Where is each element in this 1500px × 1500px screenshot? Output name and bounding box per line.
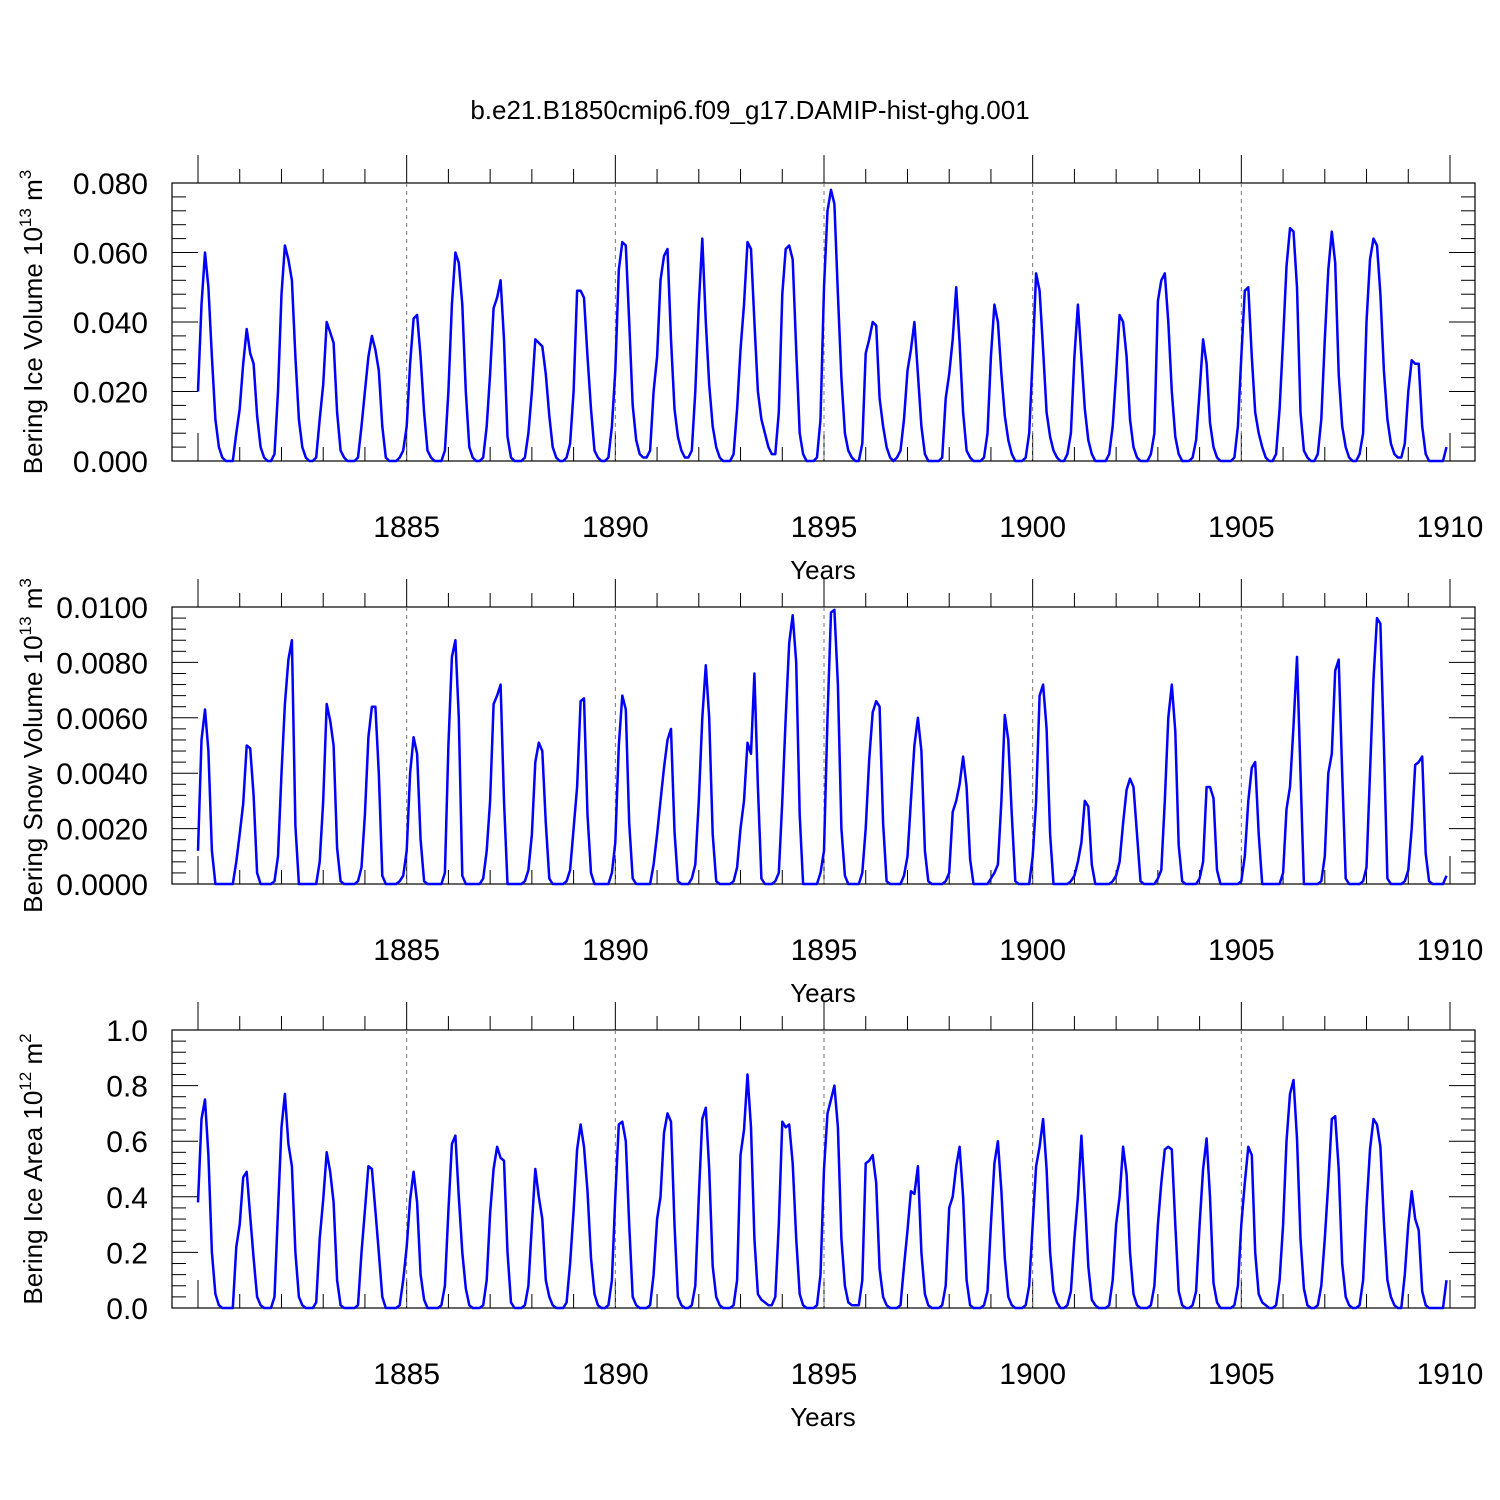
x-tick-label: 1890 [582,511,649,544]
y-tick-label: 0.0000 [56,869,148,902]
x-tick-label: 1895 [791,1358,858,1391]
x-tick-label: 1885 [373,1358,440,1391]
y-axis-label-text: Bering Ice Area 10 [18,1091,48,1305]
x-axis-label: Years [790,555,856,585]
y-tick-label: 0.4 [106,1182,148,1215]
x-tick-label: 1890 [582,934,649,967]
x-tick-label: 1895 [791,511,858,544]
y-axis-label: Bering Ice Volume 1013 m3 [16,170,48,474]
x-tick-label: 1885 [373,511,440,544]
series-line [196,188,1448,463]
y-tick-label: 0.2 [106,1237,148,1270]
y-axis-label-unit: m [18,588,48,617]
y-axis-label-text: Bering Ice Volume 10 [18,227,48,474]
x-tick-label: 1910 [1417,1358,1484,1391]
figure-title: b.e21.B1850cmip6.f09_g17.DAMIP-hist-ghg.… [470,95,1029,125]
y-axis-label: Bering Snow Volume 1013 m3 [16,578,48,913]
x-tick-label: 1905 [1208,1358,1275,1391]
y-tick-label: 0.020 [73,377,148,410]
y-tick-label: 0.6 [106,1126,148,1159]
y-axis-label-exponent: 13 [16,208,35,227]
x-tick-label: 1890 [582,1358,649,1391]
y-axis-label-exponent: 12 [16,1072,35,1091]
y-axis-label-unit-exponent: 3 [16,578,35,587]
x-tick-label: 1900 [999,934,1066,967]
panel-ice-area: 1885 1890 1895 1900 1905 1910 0.0 0.2 0.4 0.6 0.8 1… [16,1002,1483,1432]
y-tick-label: 0.060 [73,238,148,271]
x-tick-label: 1900 [999,1358,1066,1391]
x-axis-label: Years [790,1402,856,1432]
x-tick-label: 1895 [791,934,858,967]
y-tick-label: 0.0040 [56,758,148,791]
y-axis-label-text: Bering Snow Volume 10 [18,635,48,913]
y-tick-label: 0.0080 [56,647,148,680]
y-tick-label: 0.000 [73,446,148,479]
panel-snow-volume: 1885 1890 1895 1900 1905 1910 0.0000 0.0020 0.00… [16,578,1483,1008]
x-tick-label: 1905 [1208,511,1275,544]
series-line [196,608,1448,886]
y-axis-label: Bering Ice Area 1012 m2 [16,1033,48,1304]
x-tick-label: 1885 [373,934,440,967]
x-tick-label: 1910 [1417,511,1484,544]
y-tick-label: 0.8 [106,1071,148,1104]
y-tick-label: 1.0 [106,1015,148,1048]
x-tick-label: 1900 [999,511,1066,544]
y-tick-label: 0.040 [73,307,148,340]
y-axis-label-unit-exponent: 2 [16,1033,35,1042]
y-tick-label: 0.0 [106,1293,148,1326]
x-tick-label: 1905 [1208,934,1275,967]
x-axis-label: Years [790,978,856,1008]
y-axis-label-exponent: 13 [16,616,35,635]
y-axis-label-unit: m [18,179,48,208]
y-axis-label-unit: m [18,1043,48,1072]
y-axis-label-unit-exponent: 3 [16,170,35,179]
x-tick-label: 1910 [1417,934,1484,967]
y-tick-label: 0.0020 [56,814,148,847]
panel-ice-volume: 1885 1890 1895 1900 1905 1910 0.000 0.020 0.040 0… [16,155,1483,585]
series-line [196,1073,1448,1310]
y-tick-label: 0.080 [73,168,148,201]
y-tick-label: 0.0060 [56,703,148,736]
y-tick-label: 0.0100 [56,592,148,625]
